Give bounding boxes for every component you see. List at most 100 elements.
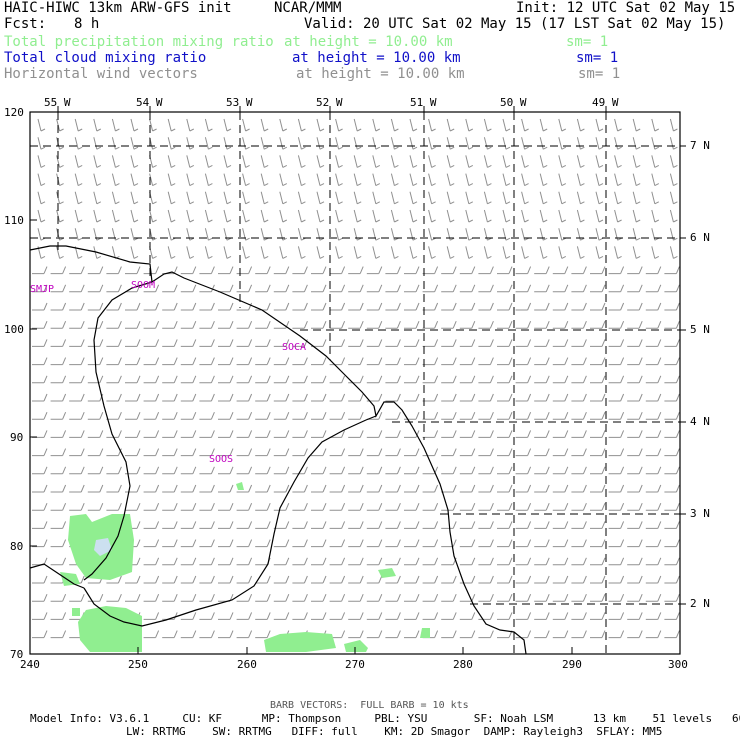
wind-barb <box>539 118 548 132</box>
wind-barb <box>571 612 587 620</box>
wind-barb <box>651 209 660 223</box>
wind-barb <box>590 357 606 366</box>
wind-barb <box>552 393 569 402</box>
wind-barb <box>465 173 474 187</box>
wind-barb <box>478 266 494 275</box>
wind-barb <box>497 466 513 475</box>
wind-barb <box>441 284 457 293</box>
precip-area <box>72 608 80 616</box>
wind-barb <box>645 521 662 529</box>
wind-barb <box>162 630 178 639</box>
lat-label: 5 N <box>690 323 710 336</box>
wind-barb <box>353 246 362 259</box>
wind-barb <box>348 521 364 529</box>
wind-barb <box>664 375 680 384</box>
wind-barb <box>372 118 381 132</box>
wind-barb <box>186 155 195 168</box>
wind-barb <box>162 484 178 493</box>
wind-barb <box>316 137 325 150</box>
wind-barb <box>478 430 494 438</box>
wind-barb <box>664 503 680 511</box>
wind-barb <box>311 466 327 475</box>
wind-barb <box>74 191 83 205</box>
wind-barb <box>348 630 364 639</box>
wind-barb <box>204 246 213 259</box>
wind-barb <box>143 521 160 529</box>
wind-barb <box>273 539 290 548</box>
wind-barb <box>651 191 660 205</box>
wind-barb <box>255 484 271 493</box>
wind-barb <box>515 521 532 529</box>
wind-barb <box>50 321 67 329</box>
wind-barb <box>162 448 178 457</box>
wind-barb <box>130 191 139 205</box>
wind-barb <box>608 484 625 493</box>
wind-barb <box>576 155 585 168</box>
wind-barb <box>366 393 383 402</box>
wind-barb <box>236 302 253 311</box>
x-tick-label: 260 <box>237 658 257 671</box>
wind-barb <box>385 430 401 438</box>
wind-barb <box>595 137 604 150</box>
wind-barb <box>645 412 662 420</box>
wind-barb <box>478 357 494 366</box>
wind-barb <box>595 209 604 223</box>
wind-barb <box>590 339 606 347</box>
wind-barb <box>329 539 346 548</box>
wind-barb <box>353 118 362 132</box>
wind-barb <box>311 484 327 493</box>
wind-barb <box>651 173 660 187</box>
wind-barb <box>627 339 643 347</box>
wind-barb <box>236 375 253 384</box>
wind-barb <box>255 575 271 584</box>
wind-barb <box>199 321 215 329</box>
wind-barb <box>385 339 401 347</box>
wind-barb <box>502 173 511 187</box>
wind-barb <box>69 594 85 602</box>
wind-barb <box>162 503 178 511</box>
wind-barb <box>273 594 290 602</box>
wind-barb <box>590 630 606 639</box>
wind-barb <box>242 155 250 168</box>
wind-barb <box>627 302 643 311</box>
wind-barb <box>632 191 641 205</box>
wind-barb <box>571 375 587 384</box>
wind-barb <box>645 393 662 402</box>
wind-barb <box>669 173 678 187</box>
wind-barb <box>218 339 234 347</box>
wind-barb <box>292 266 308 275</box>
wind-barb <box>515 557 532 566</box>
wind-barb <box>478 448 494 457</box>
wind-barb <box>223 155 232 168</box>
wind-barb <box>297 191 306 205</box>
wind-barb <box>459 503 476 511</box>
wind-barb <box>32 466 48 475</box>
wind-barb <box>218 484 234 493</box>
wind-barb <box>614 209 622 223</box>
wind-barb <box>218 284 234 293</box>
wind-barb <box>614 246 622 259</box>
wind-barb <box>106 448 122 457</box>
wind-barb <box>441 357 457 366</box>
wind-barb <box>385 539 401 548</box>
wind-barb <box>329 448 346 457</box>
wind-barb <box>180 521 197 529</box>
wind-barb <box>441 539 457 548</box>
wind-barb <box>125 339 141 347</box>
wind-barb <box>645 557 662 566</box>
wind-barb <box>459 594 476 602</box>
wind-barb <box>502 118 511 132</box>
wind-barb <box>459 539 476 548</box>
wind-barb <box>645 302 662 311</box>
y-tick-label: 100 <box>4 323 24 336</box>
lon-label: 51 W <box>410 96 437 109</box>
wind-barb <box>645 612 662 620</box>
wind-barb <box>106 393 122 402</box>
wind-barb <box>279 173 288 187</box>
wind-barb <box>664 266 680 275</box>
wind-barb <box>143 503 160 511</box>
wind-barb <box>32 339 48 347</box>
wind-barb <box>534 503 550 511</box>
wind-barb <box>465 137 474 150</box>
wind-barb <box>515 612 532 620</box>
